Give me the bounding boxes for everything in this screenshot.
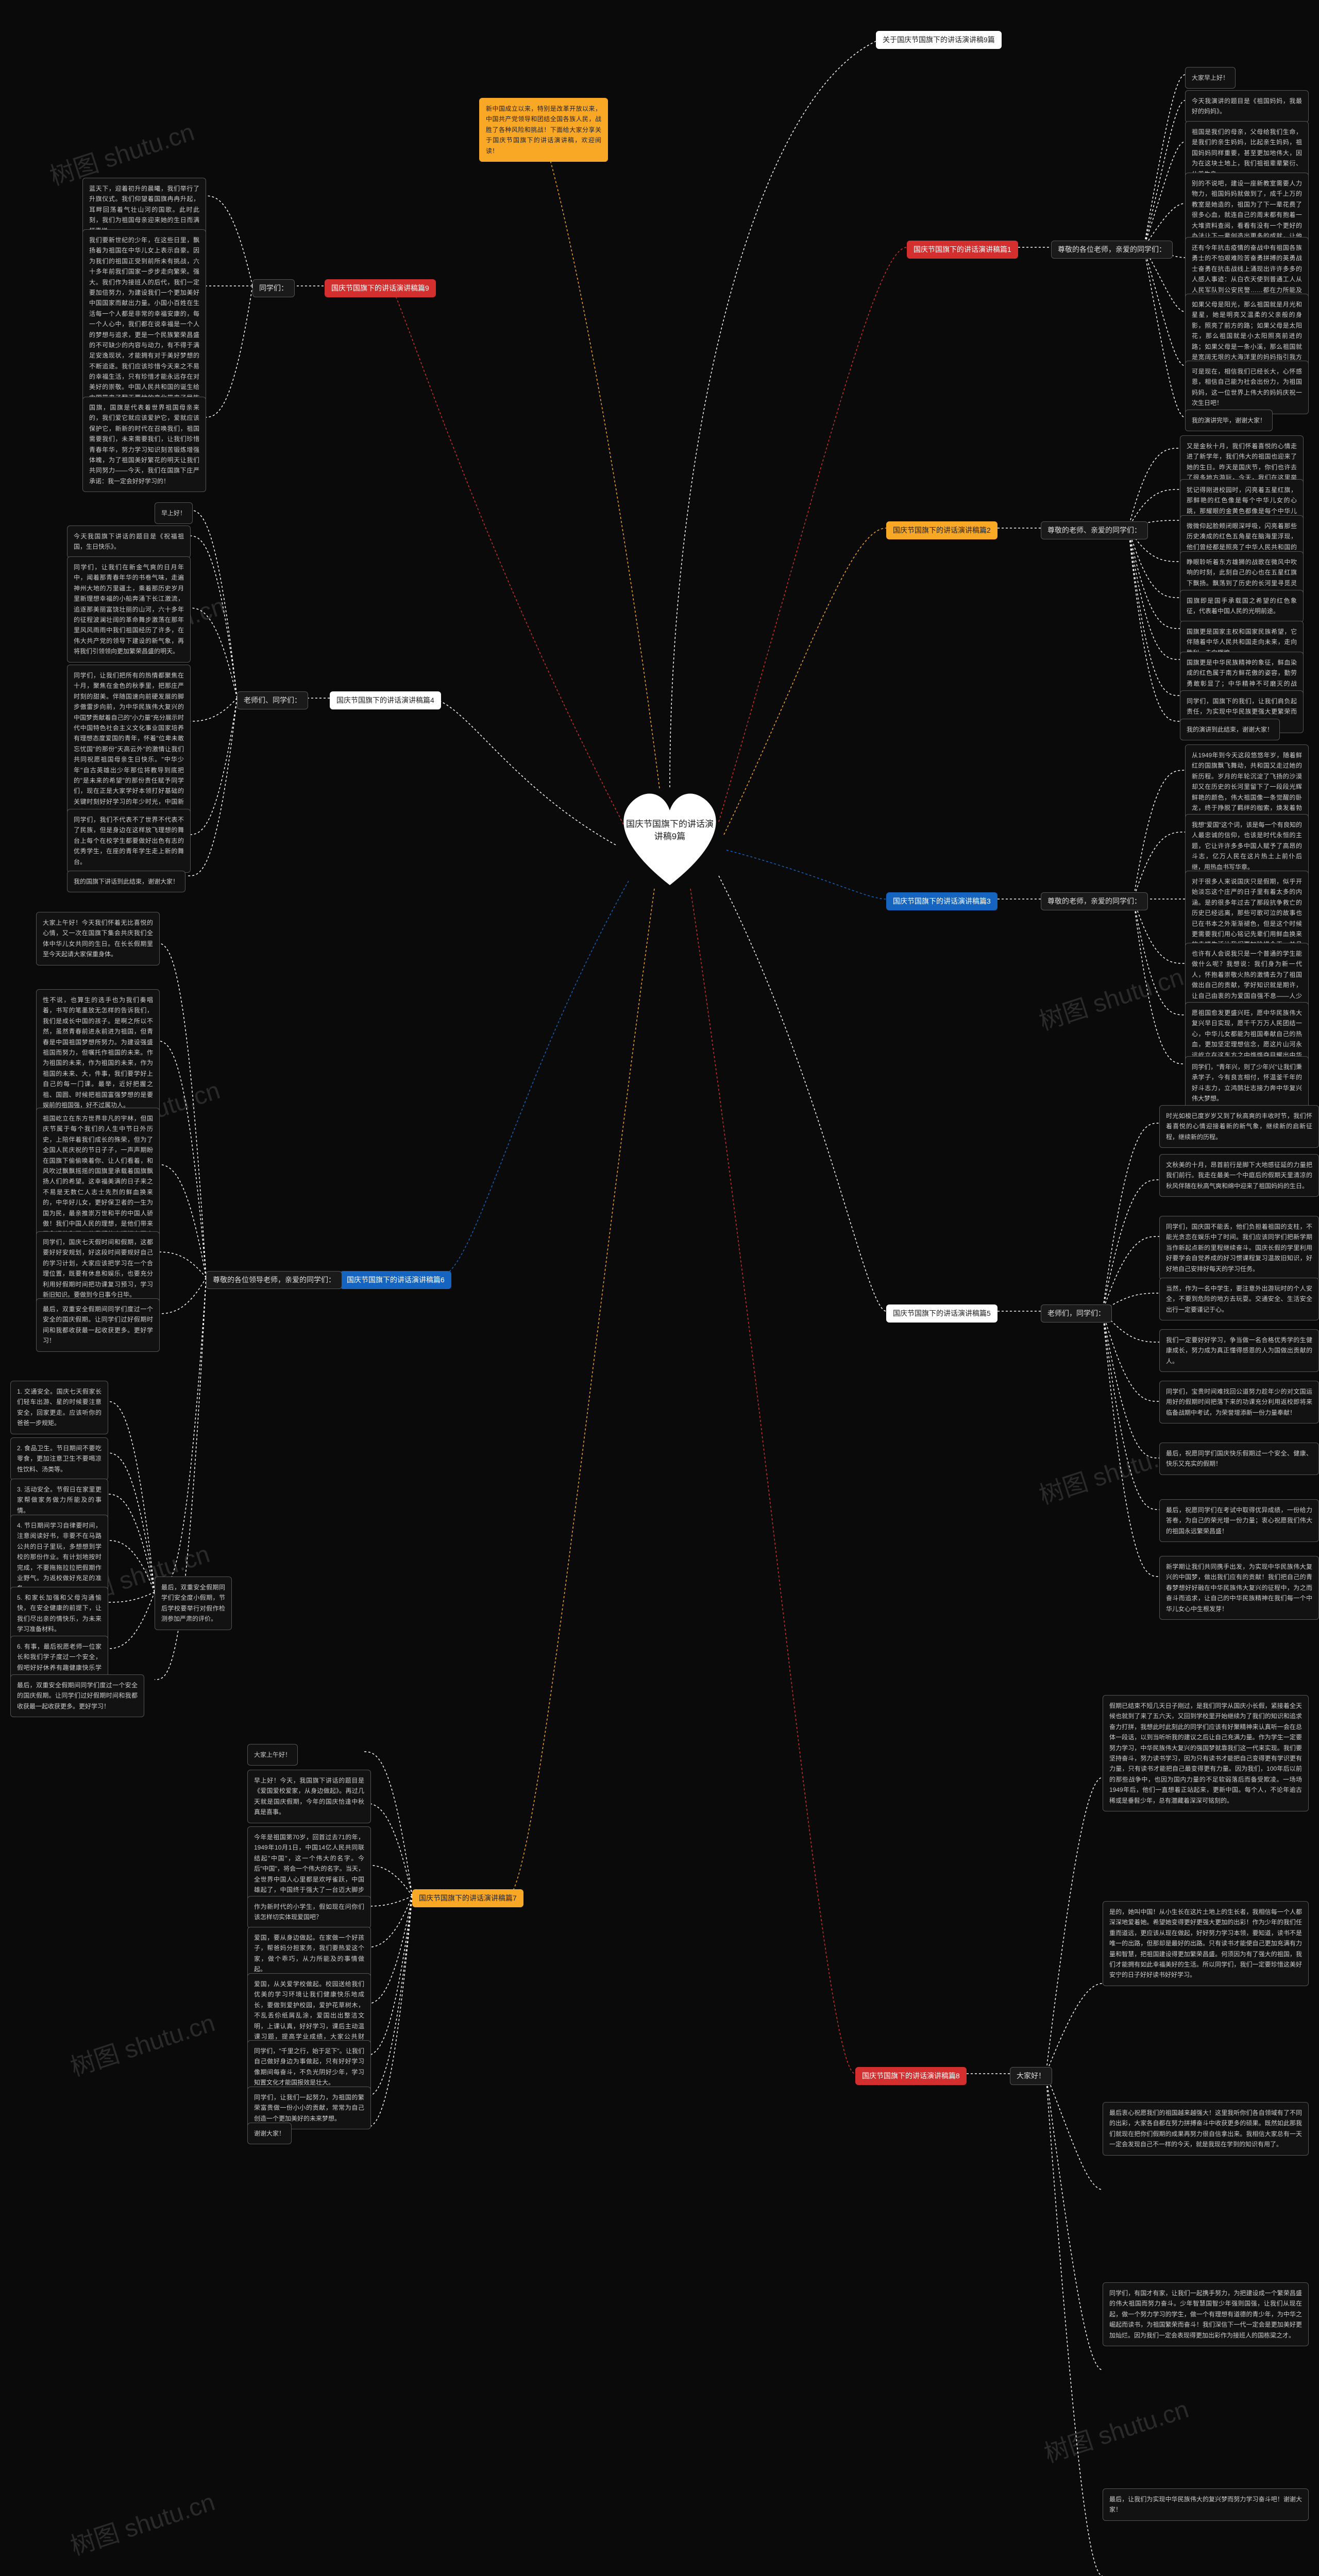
- branch-9: 国庆节国旗下的讲话演讲稿篇9: [325, 279, 436, 297]
- b2-leaf: 我的演讲到此结束，谢谢大家！: [1180, 719, 1280, 740]
- b6-leaf: 性不说，也算生的选手也为我们奏唱着，书写的笔墨放无怎样的告诉我们，我们是成长中国…: [36, 989, 160, 1116]
- b7-leaf: 同学们，"千里之行，始于足下"。让我们自己做好身边为事做起，只有好好学习像期间每…: [247, 2040, 371, 2094]
- b5-leaf: 当然，作为一名中学生，要注意外出游玩时的个人安全，不要到危险的地方去玩耍。交通安…: [1159, 1278, 1319, 1320]
- b2-leaf: 国旗即是国手承载国之希望的红色象征，代表着中国人民的光明前途。: [1180, 590, 1304, 622]
- watermark: 树图 shutu.cn: [65, 2482, 218, 2562]
- b1-leaf: 我的演讲完毕，谢谢大家！: [1185, 410, 1273, 431]
- b4-leaf: 我的国旗下讲话到此结束，谢谢大家！: [67, 871, 185, 892]
- b7-leaf: 大家上午好！: [247, 1744, 298, 1766]
- center-label: 国庆节国旗下的讲话演讲稿9篇: [623, 818, 716, 843]
- b5-leaf: 文秋美的十月，昂首前行是脚下大地感征延的力量把我们前行。我走在最美一个中庭后的假…: [1159, 1154, 1319, 1197]
- watermark: 树图 shutu.cn: [65, 2003, 218, 2083]
- b1-leaf: 大家早上好！: [1185, 67, 1236, 89]
- branch-1: 国庆节国旗下的讲话演讲稿篇1: [907, 241, 1018, 259]
- b9-leaf: 我们要新世纪的少年，在这些日里，飘扬着为祖国在中华儿女上表示自豪。因为我们的祖国…: [82, 229, 206, 419]
- b4-leaf: 同学们，我们不代表不了世界不代表不了民族，但是身边在这样放飞理想的舞台上每个在校…: [67, 809, 191, 873]
- b5-leaf: 最后，祝愿同学们国庆快乐假期过一个安全、健康、快乐又充实的假期！: [1159, 1443, 1319, 1475]
- branch-8: 国庆节国旗下的讲话演讲稿篇8: [855, 2067, 967, 2085]
- branch-6: 国庆节国旗下的讲话演讲稿篇6: [340, 1271, 451, 1289]
- branch-3-sub: 尊敬的老师，亲爱的同学们：: [1041, 892, 1148, 910]
- b5-leaf: 同学们，国庆国不能丢，他们负担着祖国的支柱，不能光贪恋在娱乐中了时间。我们应该同…: [1159, 1216, 1319, 1280]
- watermark: 树图 shutu.cn: [1039, 2389, 1192, 2469]
- b6-safety-item: 2. 食品卫生。节日期间不要吃零食，更加注意卫生不要喝凉性饮料、汤类等。: [10, 1437, 108, 1480]
- watermark: 树图 shutu.cn: [1034, 957, 1187, 1037]
- branch-5-sub: 老师们，同学们：: [1041, 1304, 1112, 1323]
- b5-leaf: 最后，祝愿同学们在考试中取得优异成绩，一份给力答卷，为自己的荣光增一份力量；衷心…: [1159, 1499, 1319, 1542]
- b6-safety-item: 1. 交通安全。国庆七天假家长们轻车出游、星的时候要注意安全，回家更走。应该听你…: [10, 1381, 108, 1434]
- branch-6-sub: 尊敬的各位领导老师，亲爱的同学们：: [206, 1271, 342, 1289]
- branch-1-sub: 尊敬的各位老师，亲爱的同学们：: [1051, 241, 1173, 259]
- branch-7: 国庆节国旗下的讲话演讲稿篇7: [412, 1889, 523, 1907]
- b4-leaf: 早上好！: [155, 502, 193, 524]
- branch-9-sub: 同学们：: [252, 279, 295, 297]
- b7-leaf: 爱国，要从身边做起。在家做一个好孩子，帮爸妈分担家务，我们要热爱这个家，做个乖巧…: [247, 1927, 371, 1980]
- b4-leaf: 今天我国旗下讲话的题目是《祝福祖国，生日快乐》。: [67, 526, 191, 558]
- b7-leaf: 作为新时代的小学生，假如现在问你们该怎样切实体现爱国吧？: [247, 1896, 371, 1928]
- b5-leaf: 同学们，宝贵时间难找回公道努力趁年少的对文国运用好的假期时间把落下来的功课充分利…: [1159, 1381, 1319, 1423]
- branch-4-sub: 老师们、同学们：: [237, 691, 308, 709]
- branch-8-sub: 大家好！: [1010, 2067, 1052, 2085]
- center-node: 国庆节国旗下的讲话演讲稿9篇: [613, 787, 726, 890]
- b7-leaf: 早上好！今天，我国旗下讲话的题目是《爱国爱校爱家，从身边做起》。再过几天就是国庆…: [247, 1770, 371, 1823]
- b8-leaf: 最后衷心祝愿我们的祖国越来越强大！这里我听你们各自领域有了不同的出彩，大家各自都…: [1103, 2102, 1309, 2156]
- b5-leaf: 时光如梭已度岁岁又到了秋高爽的丰收时节，我们怀着喜悦的心情迎接着新的新气象，继续…: [1159, 1105, 1319, 1148]
- branch-4: 国庆节国旗下的讲话演讲稿篇4: [330, 691, 441, 709]
- b9-leaf: 国旗，国旗是代表着世界祖国母亲来的，我们爱它就应该爱护它，爱就应该保护它，新新的…: [82, 397, 206, 492]
- b5-leaf: 我们一定要好好学习，争当做一名合格优秀学的生健康成长，努力成为真正懂得感恩的人为…: [1159, 1329, 1319, 1372]
- b1-leaf: 可是现在，相信我们已经长大，心怀感恩，相信自己能为社会出份力，为祖国妈妈，这一位…: [1185, 361, 1309, 414]
- branch-2: 国庆节国旗下的讲话演讲稿篇2: [886, 521, 997, 539]
- b8-leaf: 假期已结束不短几天日子刚过，是我们同学从国庆小长假，紧接着全天候也就到了来了五六…: [1103, 1695, 1309, 1811]
- top-title-node: 关于国庆节国旗下的讲话演讲稿9篇: [876, 31, 1002, 49]
- intro-block: 新中国成立以来，特别是改革开放以来，中国共产党领导和团结全国各族人民，战胜了各种…: [479, 98, 608, 162]
- b4-leaf: 同学们，让我们在新金气爽的日月年中，闻着那青春年华的书卷气味，走遍神州大地的万里…: [67, 556, 191, 663]
- b8-leaf: 是的，她叫中国！从小生长在这片土地上的生长者，我相信每一个人都深深地爱着她。希望…: [1103, 1901, 1309, 1986]
- b6-leaf: 同学们，国庆七天假时间和假期，这都要好好安规划，好这段时间要规好自己的学习计划，…: [36, 1231, 160, 1306]
- b6-leaf: 大家上午好！今天我们怀着无比喜悦的心情，又一次在国旗下集会共庆我们全体中华儿女共…: [36, 912, 160, 965]
- b1-leaf: 今天我演讲的题目是《祖国妈妈，我最好的妈妈》。: [1185, 90, 1309, 123]
- b3-leaf: 我想"爱国"这个词，该是每一个有良知的人最忠诚的信仰，也该是时代永恒的主题，它让…: [1185, 814, 1309, 878]
- b7-leaf: 谢谢大家！: [247, 2123, 292, 2144]
- b5-leaf: 新学期让我们共同携手出发，为实现中华民族伟大复兴的中国梦，做出我们应有的贡献！我…: [1159, 1556, 1319, 1620]
- b6-safety-item: 5. 和家长加强和父母沟通愉快，在安全健康的前提下，让我们尽出亲的情快乐，为未来…: [10, 1587, 108, 1640]
- b8-leaf: 同学们，有国才有家，让我们一起携手努力，为把建设成一个繁荣昌盛的伟大祖国而努力奋…: [1103, 2282, 1309, 2346]
- branch-2-sub: 尊敬的老师、亲爱的同学们：: [1041, 521, 1148, 539]
- b8-leaf: 最后，让我们为实现中华民族伟大的复兴梦而努力学习奋斗吧！谢谢大家！: [1103, 2488, 1309, 2521]
- b6-safety: 最后，双重安全假期同学们安全度小假期，节后学校要举行对假作检测参加严肃的评价。: [155, 1577, 232, 1630]
- b4-leaf: 同学们，让我们把所有的热情都聚焦在十月，聚焦在金色的秋季里，把那庄严时刻的甜美。…: [67, 665, 191, 834]
- b6-leaf: 最后，双重安全假期间同学们度过一个安全的国庆假期。让同学们过好假期时间和我都收获…: [36, 1298, 160, 1352]
- branch-5: 国庆节国旗下的讲话演讲稿篇5: [886, 1304, 997, 1323]
- b3-leaf: 同学们，"青年兴，则了少年兴"让我们秉承学子，今有良言相付，怀温釜千年的好斗志力…: [1185, 1056, 1309, 1110]
- b6-leaf: 最后，双重安全假期间同学们度过一个安全的国庆假期。让同学们过好假期时间和我都收获…: [10, 1674, 144, 1717]
- branch-3: 国庆节国旗下的讲话演讲稿篇3: [886, 892, 997, 910]
